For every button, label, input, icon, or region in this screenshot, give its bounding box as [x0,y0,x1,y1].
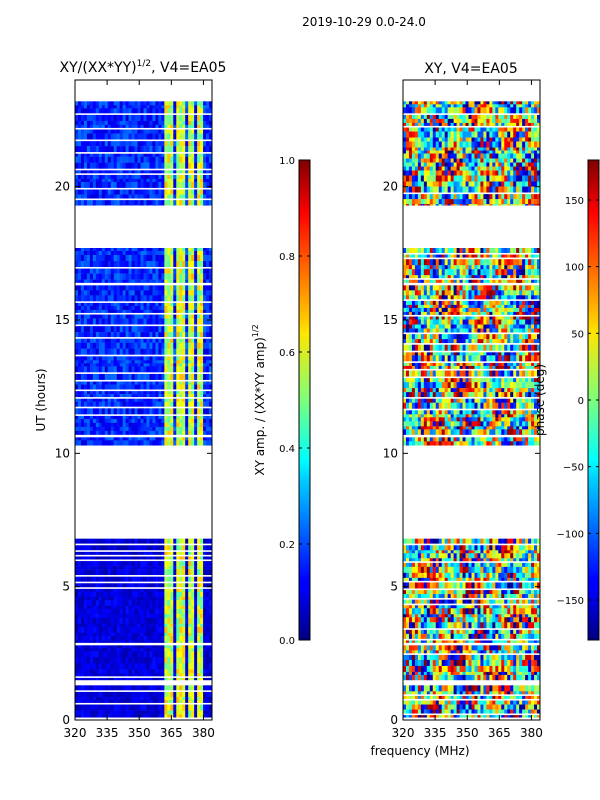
panel-a-axes: 320 335 350 365 380 0 5 10 15 20 [55,80,215,740]
data-block-0 [75,685,212,718]
y-tick-label: 10 [383,446,398,460]
y-tick-label: 0 [62,713,70,727]
colorbar-tick-label: 150 [565,196,584,207]
amplitude-heatmap [75,101,212,718]
x-tick-label: 350 [456,726,479,740]
x-tick-label: 350 [128,726,151,740]
x-axis-label: frequency (MHz) [370,744,469,758]
colorbar-tick-label: 0.0 [279,636,295,647]
y-tick-label: 5 [62,580,70,594]
panel-a-title-tail: , V4=EA05 [151,60,226,76]
colorbar-tick-label: 100 [565,263,584,274]
y-tick-label: 5 [390,580,398,594]
x-tick-label: 320 [64,726,87,740]
y-tick-label: 20 [55,180,70,194]
data-block-2 [75,538,212,643]
x-tick-label: 365 [488,726,511,740]
data-block-1 [75,645,212,681]
y-axis-label: UT (hours) [34,368,48,431]
amplitude-colorbar-ticks: 0.0 0.2 0.4 0.6 0.8 1.0 [279,156,310,647]
colorbar-tick-label: 0.2 [279,540,295,551]
phase-colorbar-ticks: −150 −100 −50 0 50 100 150 [557,196,599,607]
amplitude-colorbar-label-main: XY amp. / (XX*YY amp) [253,337,267,475]
x-tick-label: 335 [96,726,119,740]
panel-a-frame [74,79,213,721]
data-block-0 [403,685,540,718]
data-block-5 [403,248,540,283]
phase-heatmap [403,101,540,718]
colorbar-tick-label: 0 [578,396,584,407]
colorbar-tick-label: −50 [563,463,584,474]
colorbar-tick-label: −100 [557,529,584,540]
y-tick-label: 15 [383,313,398,327]
colorbar-tick-label: −150 [557,596,584,607]
data-block-3 [403,437,540,446]
panel-b-frame [402,79,541,721]
x-tick-label: 365 [160,726,183,740]
data-block-1 [403,645,540,681]
colorbar-tick-label: 0.8 [279,252,295,263]
data-block-6 [75,101,212,206]
panel-a-title: XY/(XX*YY)1/2, V4=EA05 [60,59,227,76]
x-tick-label: 335 [424,726,447,740]
amplitude-colorbar-label: XY amp. / (XX*YY amp)1/2 [251,324,267,475]
colorbar-tick-label: 0.6 [279,348,295,359]
x-tick-label: 380 [520,726,543,740]
panel-b-axes: 320 335 350 365 380 0 5 10 15 20 [383,80,543,740]
figure-suptitle: 2019-10-29 0.0-24.0 [302,15,426,29]
colorbar-tick-label: 0.4 [279,444,295,455]
data-block-2 [403,538,540,643]
y-tick-label: 0 [390,713,398,727]
panel-a-title-main: XY/(XX*YY) [60,60,137,76]
data-block-3 [75,437,212,446]
data-block-5 [75,248,212,283]
amplitude-colorbar-label-sup: 1/2 [251,324,260,337]
x-tick-label: 380 [192,726,215,740]
x-tick-label: 320 [392,726,415,740]
y-tick-label: 10 [55,446,70,460]
amplitude-colorbar [298,159,311,641]
colorbar-tick-label: 1.0 [279,156,295,167]
panel-a-title-sup: 1/2 [137,59,151,69]
y-tick-label: 20 [383,180,398,194]
colorbar-tick-label: 50 [571,329,584,340]
y-tick-label: 15 [55,313,70,327]
data-block-4 [403,285,540,435]
data-block-4 [75,285,212,435]
phase-colorbar-label: phase (deg) [533,364,547,436]
panel-b-title: XY, V4=EA05 [424,61,518,77]
data-block-6 [403,101,540,206]
